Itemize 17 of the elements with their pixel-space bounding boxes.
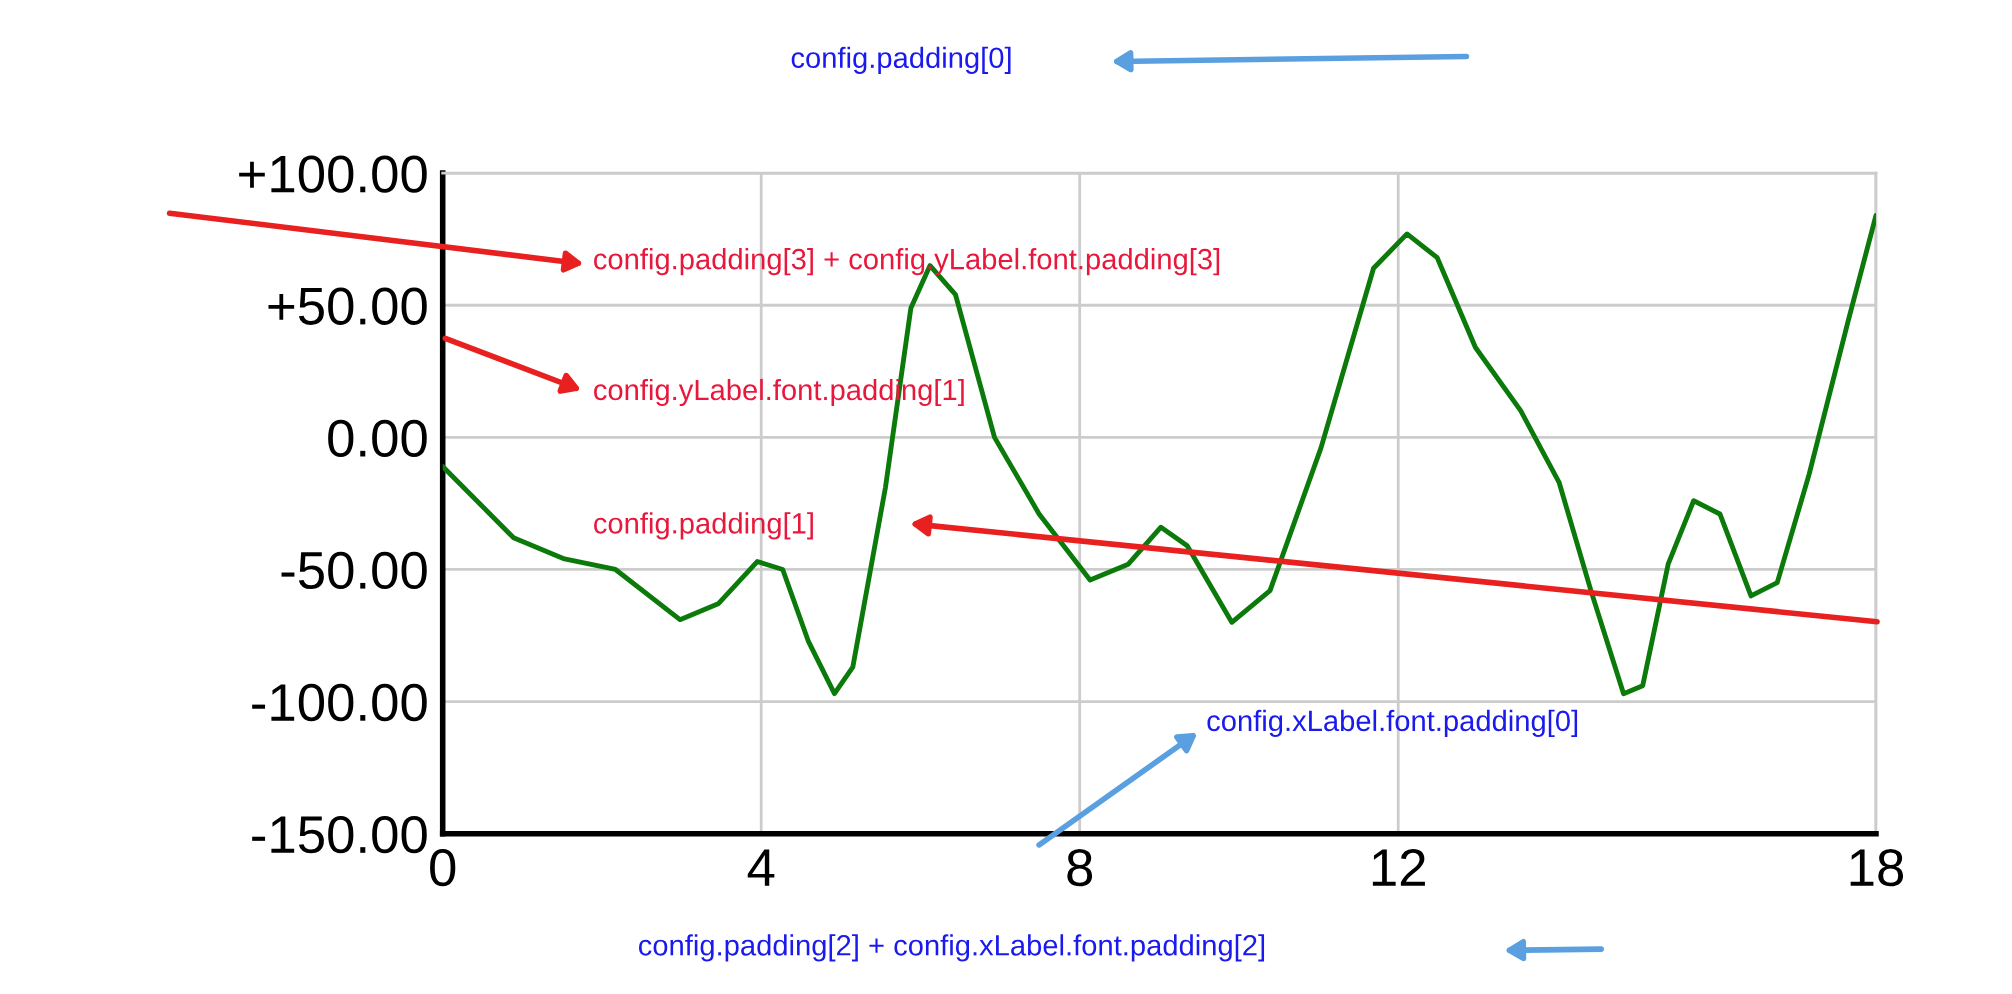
line-series xyxy=(442,212,1876,697)
y-tick-label: +100.00 xyxy=(239,155,427,193)
text: config.padding[0] xyxy=(791,46,1011,74)
annotation: config.padding[1] xyxy=(594,512,813,540)
y-tick-label: 0.00 xyxy=(328,419,427,457)
y-tick-label: -100.00 xyxy=(252,683,427,722)
x-tick-label: 18 xyxy=(1850,848,1904,887)
y-tick-label: -50.00 xyxy=(281,551,427,590)
y-tick-label: +50.00 xyxy=(268,287,427,325)
text: config.padding[2] + config.xLabel.font.padding[2] xyxy=(638,934,1265,962)
x-tick-label: 12 xyxy=(1372,848,1425,886)
annotation: config.padding[3] + config.yLabel.font.padding[3] xyxy=(594,248,1220,276)
annotation: config.xLabel.font.padding[0] xyxy=(1207,709,1578,737)
x-tick-label: 0 xyxy=(430,848,456,887)
y-tick-label: -150.00 xyxy=(252,815,427,854)
x-tick-label: 8 xyxy=(1067,848,1093,887)
x-tick-label: 4 xyxy=(747,849,775,886)
